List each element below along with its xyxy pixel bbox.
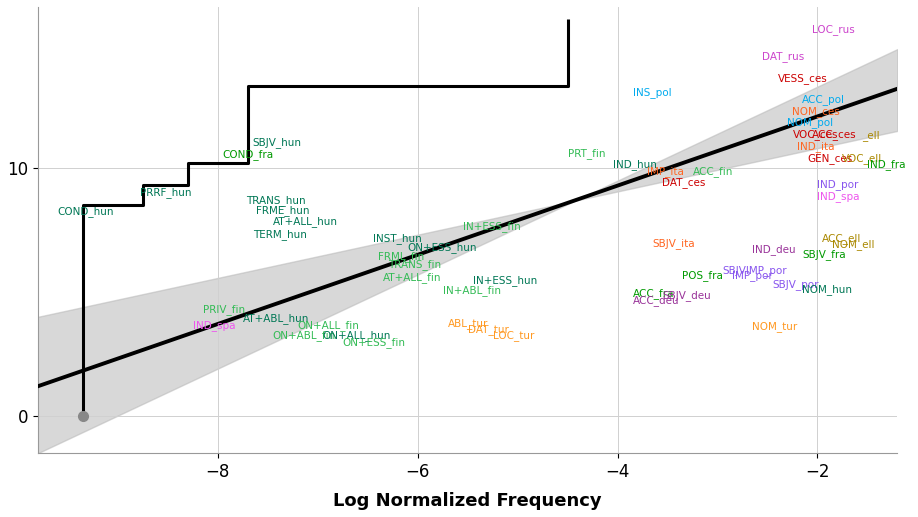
- Text: TRANS_fin: TRANS_fin: [387, 260, 441, 270]
- Text: IMP_por: IMP_por: [733, 270, 773, 281]
- Text: PRIV_fin: PRIV_fin: [203, 304, 245, 315]
- Text: IND_ita: IND_ita: [798, 142, 835, 153]
- Text: IMP_ita: IMP_ita: [647, 166, 685, 177]
- Text: SBJVIMP_por: SBJVIMP_por: [722, 266, 787, 277]
- Text: NOM_ell: NOM_ell: [833, 239, 875, 250]
- Text: IND_fra: IND_fra: [868, 159, 906, 170]
- Text: IND_deu: IND_deu: [753, 245, 796, 255]
- Text: SBJV_fra: SBJV_fra: [802, 249, 846, 261]
- Text: NOM_pol: NOM_pol: [788, 117, 834, 128]
- Text: FRME_hun: FRME_hun: [256, 205, 309, 216]
- Text: TRANS_hun: TRANS_hun: [246, 195, 306, 206]
- Text: ACC_pol: ACC_pol: [802, 95, 845, 105]
- Text: DAT_rus: DAT_rus: [763, 51, 805, 62]
- Text: SBJV_hun: SBJV_hun: [252, 136, 302, 147]
- Text: ACC_fin: ACC_fin: [692, 166, 733, 177]
- Text: ABL_tur: ABL_tur: [448, 317, 488, 328]
- Text: IN+ABL_fin: IN+ABL_fin: [442, 285, 500, 296]
- Text: AT+ALL_hun: AT+ALL_hun: [273, 216, 338, 227]
- Text: SBJV_deu: SBJV_deu: [663, 291, 711, 301]
- Text: IN+ESS_fin: IN+ESS_fin: [463, 221, 521, 232]
- Text: ON+ABL_fin: ON+ABL_fin: [273, 330, 336, 341]
- Text: DAT_tur: DAT_tur: [467, 324, 509, 334]
- Text: LOC_tur: LOC_tur: [493, 330, 534, 341]
- Text: COND_hun: COND_hun: [58, 206, 114, 217]
- Text: FRML_fin: FRML_fin: [377, 251, 424, 262]
- Text: VOC_ces: VOC_ces: [792, 129, 838, 140]
- Text: PRRF_hun: PRRF_hun: [140, 188, 191, 199]
- Text: INS_pol: INS_pol: [633, 87, 671, 98]
- Text: COND_fra: COND_fra: [223, 149, 274, 160]
- Text: GEN_ces: GEN_ces: [808, 153, 853, 164]
- Text: SBJV_ita: SBJV_ita: [653, 238, 695, 249]
- Text: ACC_ell: ACC_ell: [823, 233, 862, 244]
- X-axis label: Log Normalized Frequency: Log Normalized Frequency: [333, 492, 602, 510]
- Text: IND_hun: IND_hun: [612, 159, 656, 170]
- Text: LOC_rus: LOC_rus: [812, 24, 856, 35]
- Text: IND_spa: IND_spa: [193, 320, 235, 331]
- Text: NOM_hun: NOM_hun: [802, 284, 853, 295]
- Text: VESS_ces: VESS_ces: [778, 73, 827, 84]
- Text: DAT_ces: DAT_ces: [663, 177, 706, 188]
- Text: NOM_ces: NOM_ces: [792, 105, 840, 116]
- Text: TERM_hun: TERM_hun: [252, 230, 307, 240]
- Text: SBJV_por: SBJV_por: [772, 279, 819, 290]
- Text: AT+ABL_hun: AT+ABL_hun: [242, 313, 309, 324]
- Text: ON+ALL_fin: ON+ALL_fin: [297, 320, 360, 331]
- Text: PRT_fin: PRT_fin: [567, 148, 605, 159]
- Text: ON+ALL_hun: ON+ALL_hun: [322, 330, 391, 341]
- Text: ON+ESS_hun: ON+ESS_hun: [408, 242, 477, 253]
- Text: NOM_tur: NOM_tur: [753, 322, 798, 332]
- Text: IND_por: IND_por: [817, 179, 858, 190]
- Text: ACC_deu: ACC_deu: [633, 295, 679, 306]
- Text: _ell: _ell: [862, 130, 880, 141]
- Text: VOC_ell: VOC_ell: [843, 153, 882, 164]
- Text: IN+ESS_hun: IN+ESS_hun: [473, 276, 537, 286]
- Text: ACC_ces: ACC_ces: [812, 129, 857, 140]
- Text: IND_spa: IND_spa: [817, 191, 860, 202]
- Text: ACC_fra: ACC_fra: [633, 288, 674, 299]
- Text: INST_hun: INST_hun: [373, 233, 421, 244]
- Text: POS_fra: POS_fra: [682, 270, 723, 281]
- Text: AT+ALL_fin: AT+ALL_fin: [383, 272, 442, 283]
- Text: ON+ESS_fin: ON+ESS_fin: [342, 338, 406, 348]
